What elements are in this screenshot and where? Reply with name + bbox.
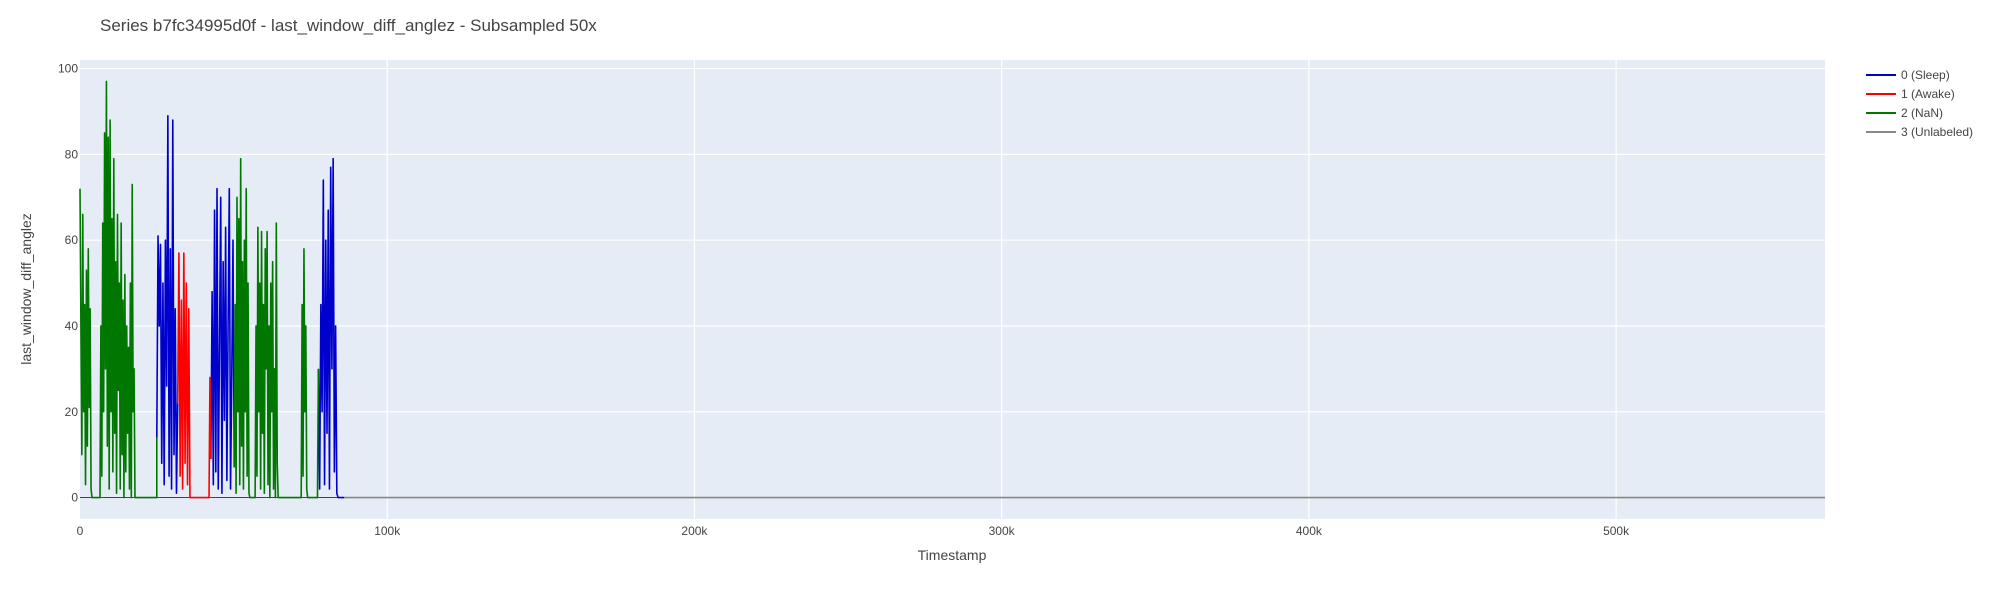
- legend-item[interactable]: 2 (NaN): [1866, 106, 1943, 120]
- series-line-0: [317, 157, 345, 499]
- series-line-1: [176, 252, 212, 499]
- x-axis-label: Timestamp: [918, 547, 987, 563]
- x-tick-label: 0: [77, 524, 84, 538]
- y-tick-label: 80: [65, 147, 79, 161]
- legend-item[interactable]: 1 (Awake): [1866, 87, 1955, 101]
- x-tick-label: 100k: [374, 524, 401, 538]
- legend-label: 1 (Awake): [1901, 87, 1955, 101]
- legend-item[interactable]: 3 (Unlabeled): [1866, 125, 1973, 139]
- legend-label: 0 (Sleep): [1901, 68, 1950, 82]
- y-tick-label: 0: [71, 491, 78, 505]
- plot-area: [80, 60, 1825, 519]
- y-tick-label: 20: [65, 405, 79, 419]
- y-axis-label: last_window_diff_anglez: [18, 213, 34, 365]
- series-line-2: [79, 80, 158, 499]
- legend-item[interactable]: 0 (Sleep): [1866, 68, 1950, 82]
- x-tick-label: 500k: [1603, 524, 1630, 538]
- series-line-0: [210, 187, 236, 495]
- legend-label: 2 (NaN): [1901, 106, 1943, 120]
- x-tick-label: 200k: [681, 524, 708, 538]
- legend-label: 3 (Unlabeled): [1901, 125, 1973, 139]
- legend[interactable]: 0 (Sleep) 1 (Awake) 2 (NaN) 3 (Unlabeled): [1866, 68, 1973, 139]
- series-lines: [79, 80, 1825, 499]
- y-tick-label: 60: [65, 233, 79, 247]
- y-tick-label: 100: [58, 62, 78, 76]
- series-line-2: [233, 157, 320, 499]
- y-tick-label: 40: [65, 319, 79, 333]
- x-tick-label: 300k: [989, 524, 1016, 538]
- x-tick-label: 400k: [1296, 524, 1323, 538]
- tick-labels: 0 20 40 60 80 100 0 100k 200k 300k 400k 500k: [58, 62, 1630, 538]
- grid-lines: [80, 60, 1825, 519]
- chart-title: Series b7fc34995d0f - last_window_diff_a…: [100, 16, 597, 35]
- series-line-0: [156, 114, 179, 495]
